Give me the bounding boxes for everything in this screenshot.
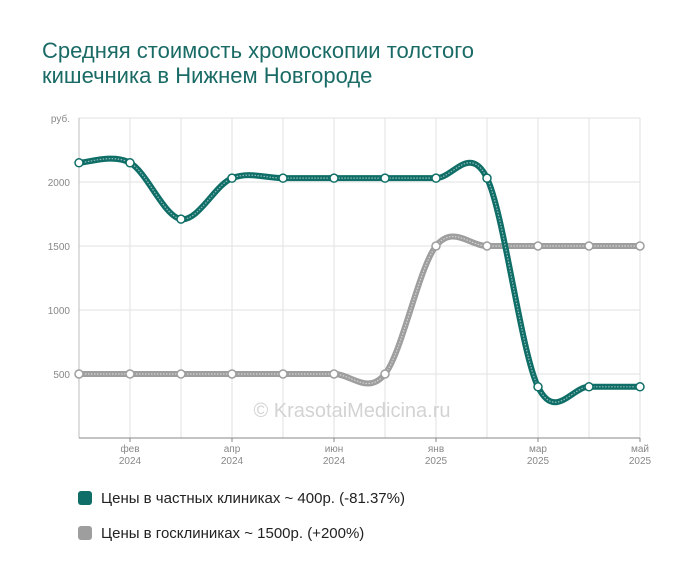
y-tick-label: 2000	[48, 178, 71, 189]
data-point-public[interactable]	[278, 369, 288, 379]
data-point-public[interactable]	[176, 369, 186, 379]
x-tick-month: фев	[120, 443, 139, 455]
legend-item-private[interactable]: Цены в частных клиниках ~ 400р. (-81.37%…	[78, 490, 405, 507]
x-tick-month: май	[631, 444, 649, 455]
x-tick-year: 2024	[119, 456, 142, 467]
y-tick-label: 1000	[48, 306, 71, 317]
data-point-private[interactable]	[74, 158, 84, 168]
data-point-public[interactable]	[380, 369, 390, 379]
data-point-private[interactable]	[329, 173, 339, 183]
data-point-private[interactable]	[380, 173, 390, 183]
data-point-public[interactable]	[227, 369, 237, 379]
data-point-public[interactable]	[635, 241, 645, 251]
legend-label-private: Цены в частных клиниках ~ 400р. (-81.37%…	[101, 490, 405, 507]
y-axis-unit: руб.	[51, 113, 70, 125]
data-point-public[interactable]	[584, 241, 594, 251]
legend-swatch-public	[78, 526, 92, 540]
x-tick-month: янв	[428, 444, 444, 455]
data-point-private[interactable]	[635, 382, 645, 392]
data-point-private[interactable]	[431, 173, 441, 183]
y-tick-label: 500	[53, 370, 70, 381]
data-point-private[interactable]	[125, 158, 135, 168]
chart-title-line-2: кишечника в Нижнем Новгороде	[42, 63, 373, 88]
chart-title: Средняя стоимость хромоскопии толстого к…	[42, 38, 642, 88]
data-point-public[interactable]	[431, 241, 441, 251]
data-point-private[interactable]	[533, 382, 543, 392]
data-point-private[interactable]	[584, 382, 594, 392]
data-point-private[interactable]	[482, 173, 492, 183]
legend-item-public[interactable]: Цены в госклиниках ~ 1500р. (+200%)	[78, 525, 364, 542]
data-point-private[interactable]	[176, 214, 186, 224]
x-tick-year: 2025	[527, 456, 550, 467]
data-point-private[interactable]	[278, 173, 288, 183]
data-point-private[interactable]	[227, 173, 237, 183]
x-tick-year: 2025	[629, 456, 652, 467]
x-tick-month: июн	[325, 444, 344, 455]
data-point-public[interactable]	[329, 369, 339, 379]
x-tick-year: 2025	[425, 456, 448, 467]
legend-swatch-private	[78, 491, 92, 505]
legend-label-public: Цены в госклиниках ~ 1500р. (+200%)	[101, 525, 365, 542]
chart-title-line-1: Средняя стоимость хромоскопии толстого	[42, 38, 474, 63]
data-point-public[interactable]	[533, 241, 543, 251]
data-point-public[interactable]	[125, 369, 135, 379]
data-point-public[interactable]	[482, 241, 492, 251]
y-tick-label: 1500	[48, 242, 71, 253]
x-tick-year: 2024	[323, 456, 346, 467]
series-line-private	[76, 155, 643, 406]
x-tick-year: 2024	[221, 456, 244, 467]
series-line-highlight-private	[78, 158, 640, 403]
x-tick-month: апр	[224, 444, 241, 455]
data-point-public[interactable]	[74, 369, 84, 379]
x-tick-month: мар	[529, 444, 547, 455]
watermark: © KrasotaiMedicina.ru	[253, 400, 450, 422]
